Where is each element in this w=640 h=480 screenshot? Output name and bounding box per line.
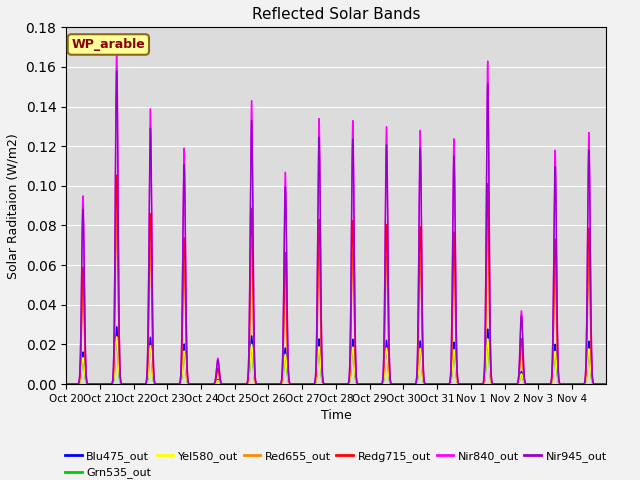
Blu475_out xyxy=(156,381,164,387)
Yel580_out xyxy=(602,381,610,387)
Nir840_out xyxy=(156,381,164,387)
Nir840_out xyxy=(269,381,277,387)
Line: Blu475_out: Blu475_out xyxy=(66,327,606,384)
Red655_out xyxy=(156,381,164,387)
Grn535_out xyxy=(591,381,599,387)
Nir840_out xyxy=(533,381,541,387)
Redg715_out xyxy=(591,381,599,387)
Red655_out xyxy=(292,381,300,387)
Nir840_out xyxy=(591,381,599,387)
X-axis label: Time: Time xyxy=(321,409,351,422)
Line: Yel580_out: Yel580_out xyxy=(66,337,606,384)
Nir840_out xyxy=(292,381,300,387)
Yel580_out xyxy=(156,381,164,387)
Nir840_out xyxy=(602,381,610,387)
Text: WP_arable: WP_arable xyxy=(72,38,145,51)
Yel580_out xyxy=(113,334,120,340)
Grn535_out xyxy=(156,381,164,387)
Red655_out xyxy=(591,381,599,387)
Nir945_out xyxy=(602,381,610,387)
Red655_out xyxy=(113,213,120,218)
Line: Red655_out: Red655_out xyxy=(66,216,606,384)
Blu475_out xyxy=(292,381,300,387)
Blu475_out xyxy=(113,324,120,330)
Legend: Blu475_out, Grn535_out, Yel580_out, Red655_out, Redg715_out, Nir840_out, Nir945_: Blu475_out, Grn535_out, Yel580_out, Red6… xyxy=(61,446,611,480)
Blu475_out xyxy=(269,381,277,387)
Blu475_out xyxy=(591,381,599,387)
Nir840_out xyxy=(124,381,132,387)
Red655_out xyxy=(269,381,277,387)
Y-axis label: Solar Raditaion (W/m2): Solar Raditaion (W/m2) xyxy=(7,133,20,278)
Nir945_out xyxy=(62,381,70,387)
Blu475_out xyxy=(602,381,610,387)
Title: Reflected Solar Bands: Reflected Solar Bands xyxy=(252,7,420,22)
Redg715_out xyxy=(124,381,132,387)
Nir945_out xyxy=(269,381,277,387)
Grn535_out xyxy=(269,381,277,387)
Yel580_out xyxy=(591,381,599,387)
Blu475_out xyxy=(62,381,70,387)
Line: Grn535_out: Grn535_out xyxy=(66,340,606,384)
Yel580_out xyxy=(62,381,70,387)
Redg715_out xyxy=(156,381,164,387)
Grn535_out xyxy=(62,381,70,387)
Grn535_out xyxy=(113,337,120,343)
Blu475_out xyxy=(533,381,541,387)
Grn535_out xyxy=(533,381,541,387)
Nir840_out xyxy=(113,44,120,50)
Yel580_out xyxy=(124,381,132,387)
Nir945_out xyxy=(113,68,120,73)
Grn535_out xyxy=(602,381,610,387)
Redg715_out xyxy=(292,381,300,387)
Red655_out xyxy=(124,381,132,387)
Nir945_out xyxy=(124,381,132,387)
Nir945_out xyxy=(533,381,541,387)
Blu475_out xyxy=(124,381,132,387)
Nir840_out xyxy=(62,381,70,387)
Redg715_out xyxy=(113,172,120,178)
Red655_out xyxy=(533,381,541,387)
Grn535_out xyxy=(124,381,132,387)
Redg715_out xyxy=(533,381,541,387)
Redg715_out xyxy=(602,381,610,387)
Nir945_out xyxy=(292,381,300,387)
Grn535_out xyxy=(292,381,300,387)
Yel580_out xyxy=(292,381,300,387)
Redg715_out xyxy=(62,381,70,387)
Red655_out xyxy=(62,381,70,387)
Line: Redg715_out: Redg715_out xyxy=(66,175,606,384)
Yel580_out xyxy=(533,381,541,387)
Line: Nir840_out: Nir840_out xyxy=(66,47,606,384)
Nir945_out xyxy=(156,381,164,387)
Nir945_out xyxy=(591,381,599,387)
Redg715_out xyxy=(269,381,277,387)
Line: Nir945_out: Nir945_out xyxy=(66,71,606,384)
Yel580_out xyxy=(269,381,277,387)
Red655_out xyxy=(602,381,610,387)
